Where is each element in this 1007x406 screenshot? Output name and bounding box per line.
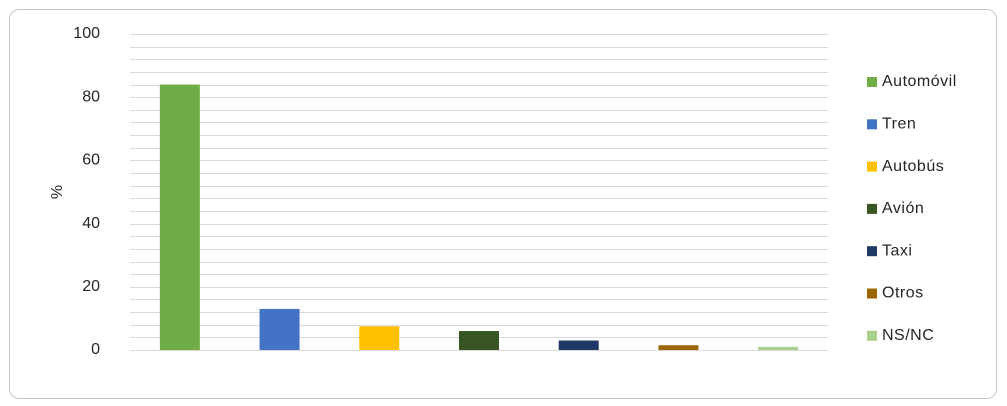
y-tick-label: 100 <box>73 25 100 42</box>
y-tick-label: 60 <box>82 152 100 169</box>
legend-label: Autobús <box>882 158 944 175</box>
legend-swatch <box>867 77 877 87</box>
legend-label: Avión <box>882 200 924 217</box>
bar-otros <box>658 345 699 350</box>
legend-swatch <box>867 246 877 257</box>
bars <box>159 84 799 350</box>
bar-avi-n <box>459 331 499 350</box>
bar-autom-vil <box>159 84 200 350</box>
y-axis-title: % <box>49 185 66 199</box>
legend-label: Tren <box>882 116 916 133</box>
legend-swatch <box>867 288 877 299</box>
legend-label: Automóvil <box>882 73 957 90</box>
legend-swatch <box>867 330 877 341</box>
bar-autob-s <box>359 326 400 350</box>
y-tick-label: 40 <box>82 215 100 232</box>
legend-label: Taxi <box>882 242 912 259</box>
y-tick-label: 0 <box>91 341 100 358</box>
bar-ns-nc <box>758 346 799 350</box>
grid-lines <box>130 34 828 351</box>
legend: Automóvil Tren Autobús Avión Taxi Otros NS/NC <box>867 73 957 344</box>
legend-label: NS/NC <box>882 327 934 344</box>
legend-swatch <box>867 161 877 172</box>
legend-swatch <box>867 119 877 130</box>
legend-swatch <box>867 203 877 214</box>
y-tick-label: 80 <box>82 88 100 105</box>
y-tick-label: 20 <box>82 278 100 295</box>
bar-taxi <box>558 340 599 350</box>
y-axis-ticks: 0 20 40 60 80 100 <box>73 25 100 358</box>
legend-label: Otros <box>882 285 924 302</box>
bar-tren <box>259 308 300 350</box>
